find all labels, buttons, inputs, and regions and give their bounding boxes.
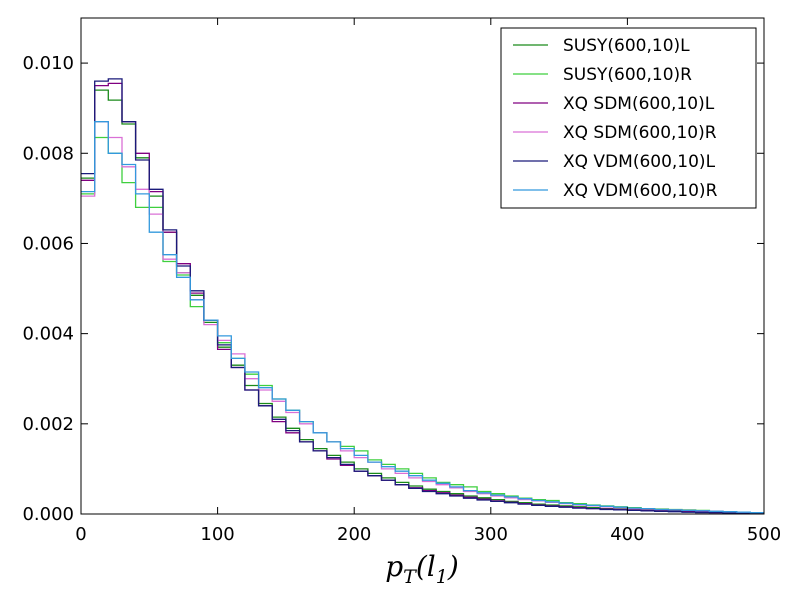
legend-label-1: SUSY(600,10)R [563, 65, 692, 85]
x-axis-label: pT(l1) [385, 550, 459, 588]
legend-label-5: XQ VDM(600,10)R [563, 181, 718, 201]
series-lines [81, 78, 764, 515]
legend: SUSY(600,10)L SUSY(600,10)R XQ SDM(600,10)… [500, 27, 757, 209]
x-tick-label-3: 300 [474, 524, 508, 545]
legend-label-2: XQ SDM(600,10)L [563, 94, 715, 114]
series-line-4 [81, 78, 764, 515]
legend-label-3: XQ SDM(600,10)R [563, 123, 717, 143]
x-tick-label-0: 0 [75, 524, 86, 545]
x-tick-label-4: 400 [610, 524, 644, 545]
y-axis: 0.000 0.002 0.004 0.006 0.008 0.010 [22, 53, 764, 525]
y-tick-label-4: 0.008 [22, 143, 74, 164]
plot-frame [80, 17, 765, 515]
series-line-5 [81, 121, 764, 514]
x-tick-label-2: 200 [337, 524, 371, 545]
y-tick-label-0: 0.000 [22, 504, 74, 525]
x-tick-label-1: 100 [200, 524, 234, 545]
y-tick-label-5: 0.010 [22, 53, 74, 74]
legend-box [500, 27, 757, 209]
x-tick-label-5: 500 [747, 524, 781, 545]
legend-label-0: SUSY(600,10)L [563, 36, 690, 56]
legend-label-4: XQ VDM(600,10)L [563, 152, 716, 172]
y-tick-label-3: 0.006 [22, 233, 74, 254]
x-axis: 0 100 200 300 400 500 [75, 18, 781, 545]
y-tick-label-2: 0.004 [22, 324, 74, 345]
y-tick-label-1: 0.002 [22, 414, 74, 435]
